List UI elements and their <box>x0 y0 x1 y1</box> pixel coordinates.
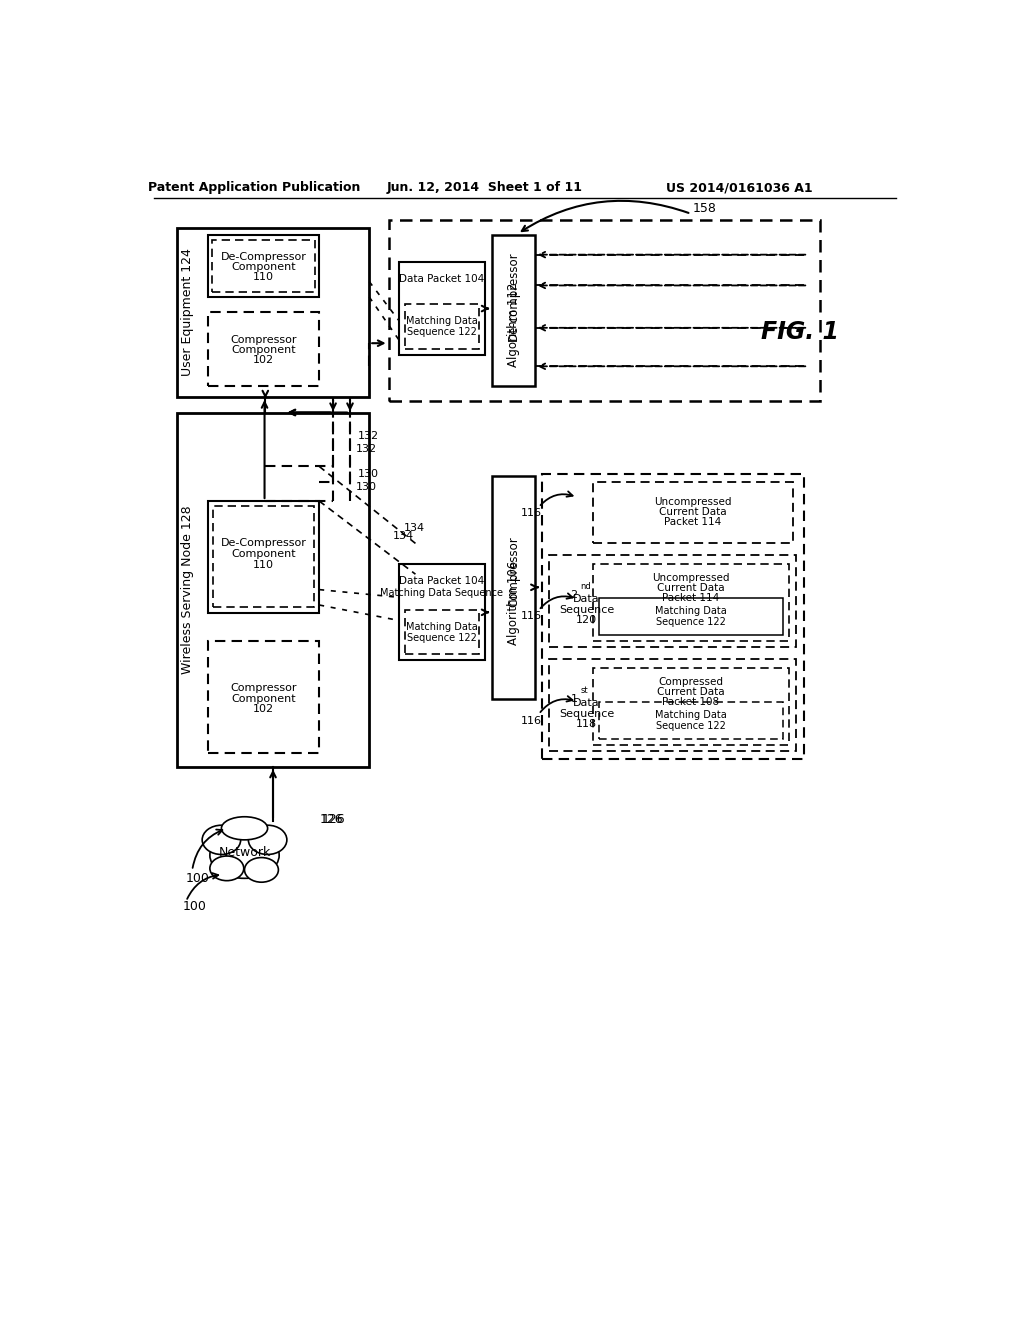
Bar <box>493 475 535 700</box>
Bar <box>208 235 319 297</box>
Text: Algorithm 106: Algorithm 106 <box>507 561 520 644</box>
Bar <box>593 482 793 544</box>
Ellipse shape <box>249 825 287 854</box>
Text: 100: 100 <box>183 900 207 913</box>
Text: 126: 126 <box>322 813 345 825</box>
Bar <box>550 659 796 751</box>
Text: Current Data: Current Data <box>657 583 725 593</box>
Text: Matching Data: Matching Data <box>655 606 727 616</box>
Text: 158: 158 <box>692 202 717 215</box>
Bar <box>404 304 478 348</box>
Text: st: st <box>581 686 588 694</box>
Text: 118: 118 <box>575 719 597 730</box>
Ellipse shape <box>210 857 244 880</box>
Text: nd: nd <box>581 582 591 591</box>
Bar <box>550 554 796 647</box>
Bar <box>493 235 535 385</box>
Bar <box>404 610 478 655</box>
Text: De-compressor: De-compressor <box>507 252 520 342</box>
Ellipse shape <box>245 858 279 882</box>
Text: Patent Application Publication: Patent Application Publication <box>147 181 360 194</box>
Text: Uncompressed: Uncompressed <box>654 496 731 507</box>
Text: De-Compressor: De-Compressor <box>220 252 306 261</box>
Bar <box>542 474 804 759</box>
Bar <box>177 228 370 397</box>
Text: Data: Data <box>573 594 600 603</box>
Text: 102: 102 <box>253 355 274 364</box>
Text: De-Compressor: De-Compressor <box>220 539 306 548</box>
Text: Packet 108: Packet 108 <box>663 697 719 708</box>
Text: Uncompressed: Uncompressed <box>652 573 729 583</box>
Text: Compressor: Compressor <box>230 335 297 345</box>
Text: Jun. 12, 2014  Sheet 1 of 11: Jun. 12, 2014 Sheet 1 of 11 <box>387 181 583 194</box>
Text: 1: 1 <box>570 694 578 704</box>
Text: 130: 130 <box>356 482 377 492</box>
Text: Compressor: Compressor <box>230 682 297 693</box>
Bar <box>212 240 314 293</box>
Text: 2: 2 <box>570 590 578 601</box>
Text: 102: 102 <box>253 705 274 714</box>
Bar <box>208 502 319 612</box>
Bar <box>213 507 313 607</box>
Text: Component: Component <box>231 549 296 558</box>
Text: 116: 116 <box>521 508 542 517</box>
Text: Matching Data: Matching Data <box>406 315 477 326</box>
Text: 116: 116 <box>521 715 542 726</box>
Bar <box>398 564 484 660</box>
Bar <box>398 263 484 355</box>
Text: Sequence 122: Sequence 122 <box>655 616 726 627</box>
Text: Packet 114: Packet 114 <box>663 593 720 603</box>
Text: Component: Component <box>231 693 296 704</box>
Text: 134: 134 <box>392 531 414 541</box>
Text: 116: 116 <box>521 611 542 620</box>
Bar <box>388 220 819 401</box>
Text: Algorithm 112: Algorithm 112 <box>507 282 520 367</box>
Ellipse shape <box>202 825 241 854</box>
Text: Matching Data Sequence: Matching Data Sequence <box>380 587 503 598</box>
Text: Wireless Serving Node 128: Wireless Serving Node 128 <box>181 506 194 675</box>
Text: Sequence 122: Sequence 122 <box>407 634 476 643</box>
Text: 126: 126 <box>319 813 343 825</box>
Text: Sequence 122: Sequence 122 <box>655 721 726 731</box>
Bar <box>599 702 782 739</box>
Text: Data: Data <box>573 698 600 708</box>
Text: Matching Data: Matching Data <box>406 622 477 632</box>
Ellipse shape <box>210 832 280 878</box>
Text: Current Data: Current Data <box>657 686 725 697</box>
Text: Component: Component <box>231 261 296 272</box>
Text: Sequence 122: Sequence 122 <box>407 326 476 337</box>
Bar <box>599 598 782 635</box>
Text: Packet 114: Packet 114 <box>664 517 721 527</box>
Text: Sequence: Sequence <box>559 605 614 615</box>
Text: Data Packet 104: Data Packet 104 <box>399 275 484 284</box>
Bar <box>208 313 319 385</box>
Bar <box>593 564 788 642</box>
Text: Component: Component <box>231 345 296 355</box>
Text: Compressed: Compressed <box>658 677 723 686</box>
Text: User Equipment 124: User Equipment 124 <box>181 248 194 376</box>
Text: Compressor: Compressor <box>507 536 520 607</box>
Text: 100: 100 <box>186 871 210 884</box>
Text: Data Packet 104: Data Packet 104 <box>399 576 484 586</box>
Text: 132: 132 <box>356 444 377 454</box>
Text: 120: 120 <box>575 615 597 626</box>
Text: 110: 110 <box>253 560 273 569</box>
Bar <box>593 668 788 744</box>
Text: 110: 110 <box>253 272 273 282</box>
Text: Current Data: Current Data <box>658 507 726 517</box>
Text: FIG. 1: FIG. 1 <box>762 319 840 343</box>
Text: 134: 134 <box>403 523 425 533</box>
Text: US 2014/0161036 A1: US 2014/0161036 A1 <box>666 181 812 194</box>
Bar <box>177 413 370 767</box>
Ellipse shape <box>221 817 267 840</box>
Text: Matching Data: Matching Data <box>655 710 727 721</box>
Text: 130: 130 <box>357 469 379 479</box>
Text: Network: Network <box>218 846 270 859</box>
Bar <box>208 642 319 752</box>
Text: Sequence: Sequence <box>559 709 614 718</box>
Text: 132: 132 <box>357 430 379 441</box>
